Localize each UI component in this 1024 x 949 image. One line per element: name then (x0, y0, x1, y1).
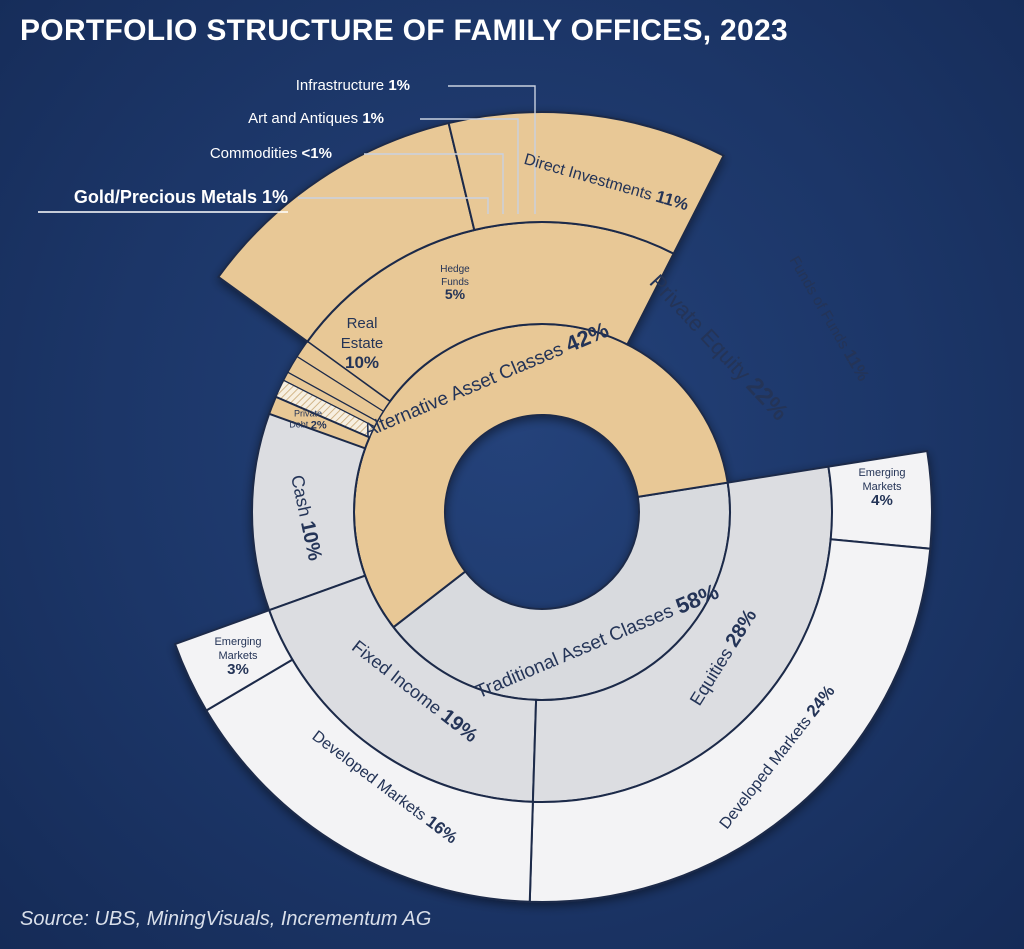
middle-slice-infrastructure (296, 340, 391, 413)
callout-commodities: Commodities <1% (210, 145, 332, 162)
middle-slice-art-and-antiques (287, 355, 385, 423)
label-hedge-funds-2: 5% (445, 286, 466, 302)
outer-slice-developed-markets-3 (528, 538, 932, 903)
callout-infrastructure: Infrastructure 1% (296, 77, 410, 94)
leader-lines (38, 85, 536, 214)
chart-title: PORTFOLIO STRUCTURE OF FAMILY OFFICES, 2… (20, 14, 788, 47)
label-hedge-funds-0: Hedge (440, 264, 470, 275)
label-funds-of-funds: Funds of Funds 11% (785, 253, 872, 385)
label-emerging-markets-fixed-income-1: Markets (218, 650, 258, 662)
leader-line-gold-precious-metals (298, 197, 489, 214)
label-emerging-markets-equities-2: 4% (871, 492, 893, 509)
outer-slice-emerging-markets-5 (173, 608, 294, 712)
leader-line-infrastructure (448, 85, 536, 214)
callout-art-and-antiques: Art and Antiques 1% (248, 110, 384, 127)
leader-line-commodities (364, 153, 504, 214)
label-real-estate-2: 10% (345, 353, 379, 372)
chart-arcs (173, 111, 933, 903)
middle-slice-cash (251, 412, 367, 612)
source-note: Source: UBS, MiningVisuals, Incrementum … (20, 908, 432, 930)
label-emerging-markets-equities-0: Emerging (858, 467, 905, 479)
label-private-debt-1: Debt 2% (289, 419, 327, 431)
label-private-debt-0: Private (294, 409, 322, 419)
label-hedge-funds-1: Funds (441, 277, 469, 288)
leader-line-art-and-antiques (420, 118, 519, 214)
label-real-estate-0: Real (347, 315, 378, 332)
label-real-estate-1: Estate (341, 335, 384, 352)
callout-gold-precious-metals: Gold/Precious Metals 1% (74, 187, 288, 207)
label-emerging-markets-equities-1: Markets (862, 481, 902, 493)
label-emerging-markets-fixed-income-0: Emerging (214, 636, 261, 648)
label-emerging-markets-fixed-income-2: 3% (227, 661, 249, 678)
